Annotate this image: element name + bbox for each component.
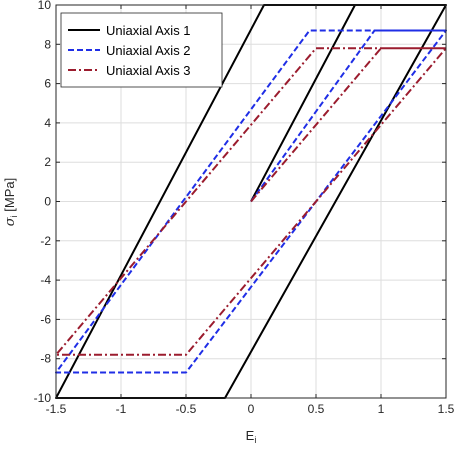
y-tick-label: -10: [34, 391, 52, 405]
y-tick-label: 0: [44, 195, 51, 209]
y-tick-label: -2: [40, 234, 51, 248]
y-axis-label-subscript: i: [9, 215, 19, 217]
series-line-uniaxial-axis-3: [55, 47, 447, 356]
x-tick-label: -1.5: [46, 402, 67, 416]
y-tick-label: 4: [44, 116, 51, 130]
tick-labels: -1.5 -1 -0.5 0 0.5 1 1.5 -10 -8 -6 -4 -2 0 2 4 6 8 10: [34, 0, 455, 416]
x-tick-label: -0.5: [176, 402, 197, 416]
y-tick-label: -4: [40, 273, 51, 287]
y-axis-label-unit: [MPa]: [2, 178, 17, 216]
y-tick-label: 10: [38, 0, 52, 12]
legend: Uniaxial Axis 1 Uniaxial Axis 2 Uniaxial A…: [60, 12, 223, 88]
y-tick-label: 2: [44, 155, 51, 169]
y-tick-label: -8: [40, 352, 51, 366]
y-tick-label: -6: [40, 312, 51, 326]
x-axis-label-subscript: i: [254, 435, 256, 445]
y-tick-label: 8: [44, 37, 51, 51]
x-tick-label: 1.5: [438, 402, 455, 416]
y-axis-label: σi [MPa]: [2, 178, 19, 226]
x-tick-label: 0.5: [308, 402, 325, 416]
x-axis-label: Ei: [246, 428, 257, 445]
legend-label: Uniaxial Axis 2: [106, 43, 191, 58]
legend-label: Uniaxial Axis 3: [106, 63, 191, 78]
x-tick-label: -1: [116, 402, 127, 416]
series-line-uniaxial-axis-2: [55, 29, 447, 374]
legend-label: Uniaxial Axis 1: [106, 23, 191, 38]
x-tick-label: 1: [378, 402, 385, 416]
x-tick-label: 0: [248, 402, 255, 416]
y-tick-label: 6: [44, 77, 51, 91]
